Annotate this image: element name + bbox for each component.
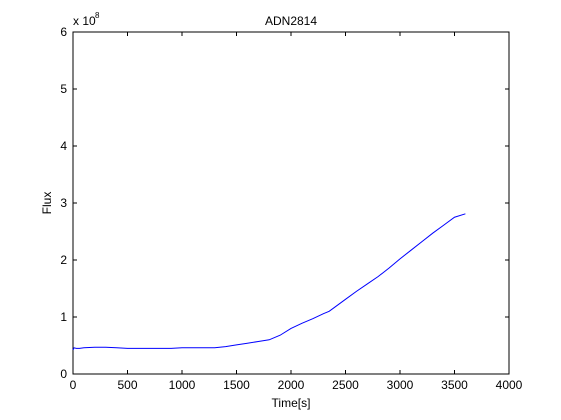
y-tick-label: 0 — [60, 367, 67, 381]
y-tick-label: 2 — [60, 253, 67, 267]
x-axis-label: Time[s] — [272, 396, 311, 410]
series-line-0 — [72, 213, 466, 351]
y-tick-label: 5 — [60, 82, 67, 96]
x-tick-label: 3000 — [387, 378, 414, 392]
y-tick-label: 3 — [60, 196, 67, 210]
x-tick-label: 2500 — [332, 378, 359, 392]
y-tick-label: 4 — [60, 139, 67, 153]
x-tick-label: 2000 — [278, 378, 305, 392]
x-tick-label: 500 — [117, 378, 137, 392]
y-multiplier-exponent: 8 — [95, 11, 100, 20]
x-tick-label: 1500 — [223, 378, 250, 392]
y-axis-ticks: 0 1 2 3 4 5 6 — [60, 25, 509, 381]
y-tick-label: 6 — [60, 25, 67, 39]
y-multiplier-base: x 10 — [73, 14, 96, 28]
x-tick-label: 0 — [70, 378, 77, 392]
x-axis-ticks: 0 500 1000 1500 2000 2500 3000 3500 4000 — [70, 32, 523, 392]
x-tick-label: 4000 — [496, 378, 523, 392]
x-tick-label: 1000 — [169, 378, 196, 392]
y-tick-label: 1 — [60, 310, 67, 324]
series-layer — [72, 213, 466, 351]
chart-title: ADN2814 — [265, 14, 317, 28]
plot-area-frame — [72, 31, 510, 375]
y-axis-label: Flux — [40, 192, 54, 215]
x-tick-label: 3500 — [441, 378, 468, 392]
